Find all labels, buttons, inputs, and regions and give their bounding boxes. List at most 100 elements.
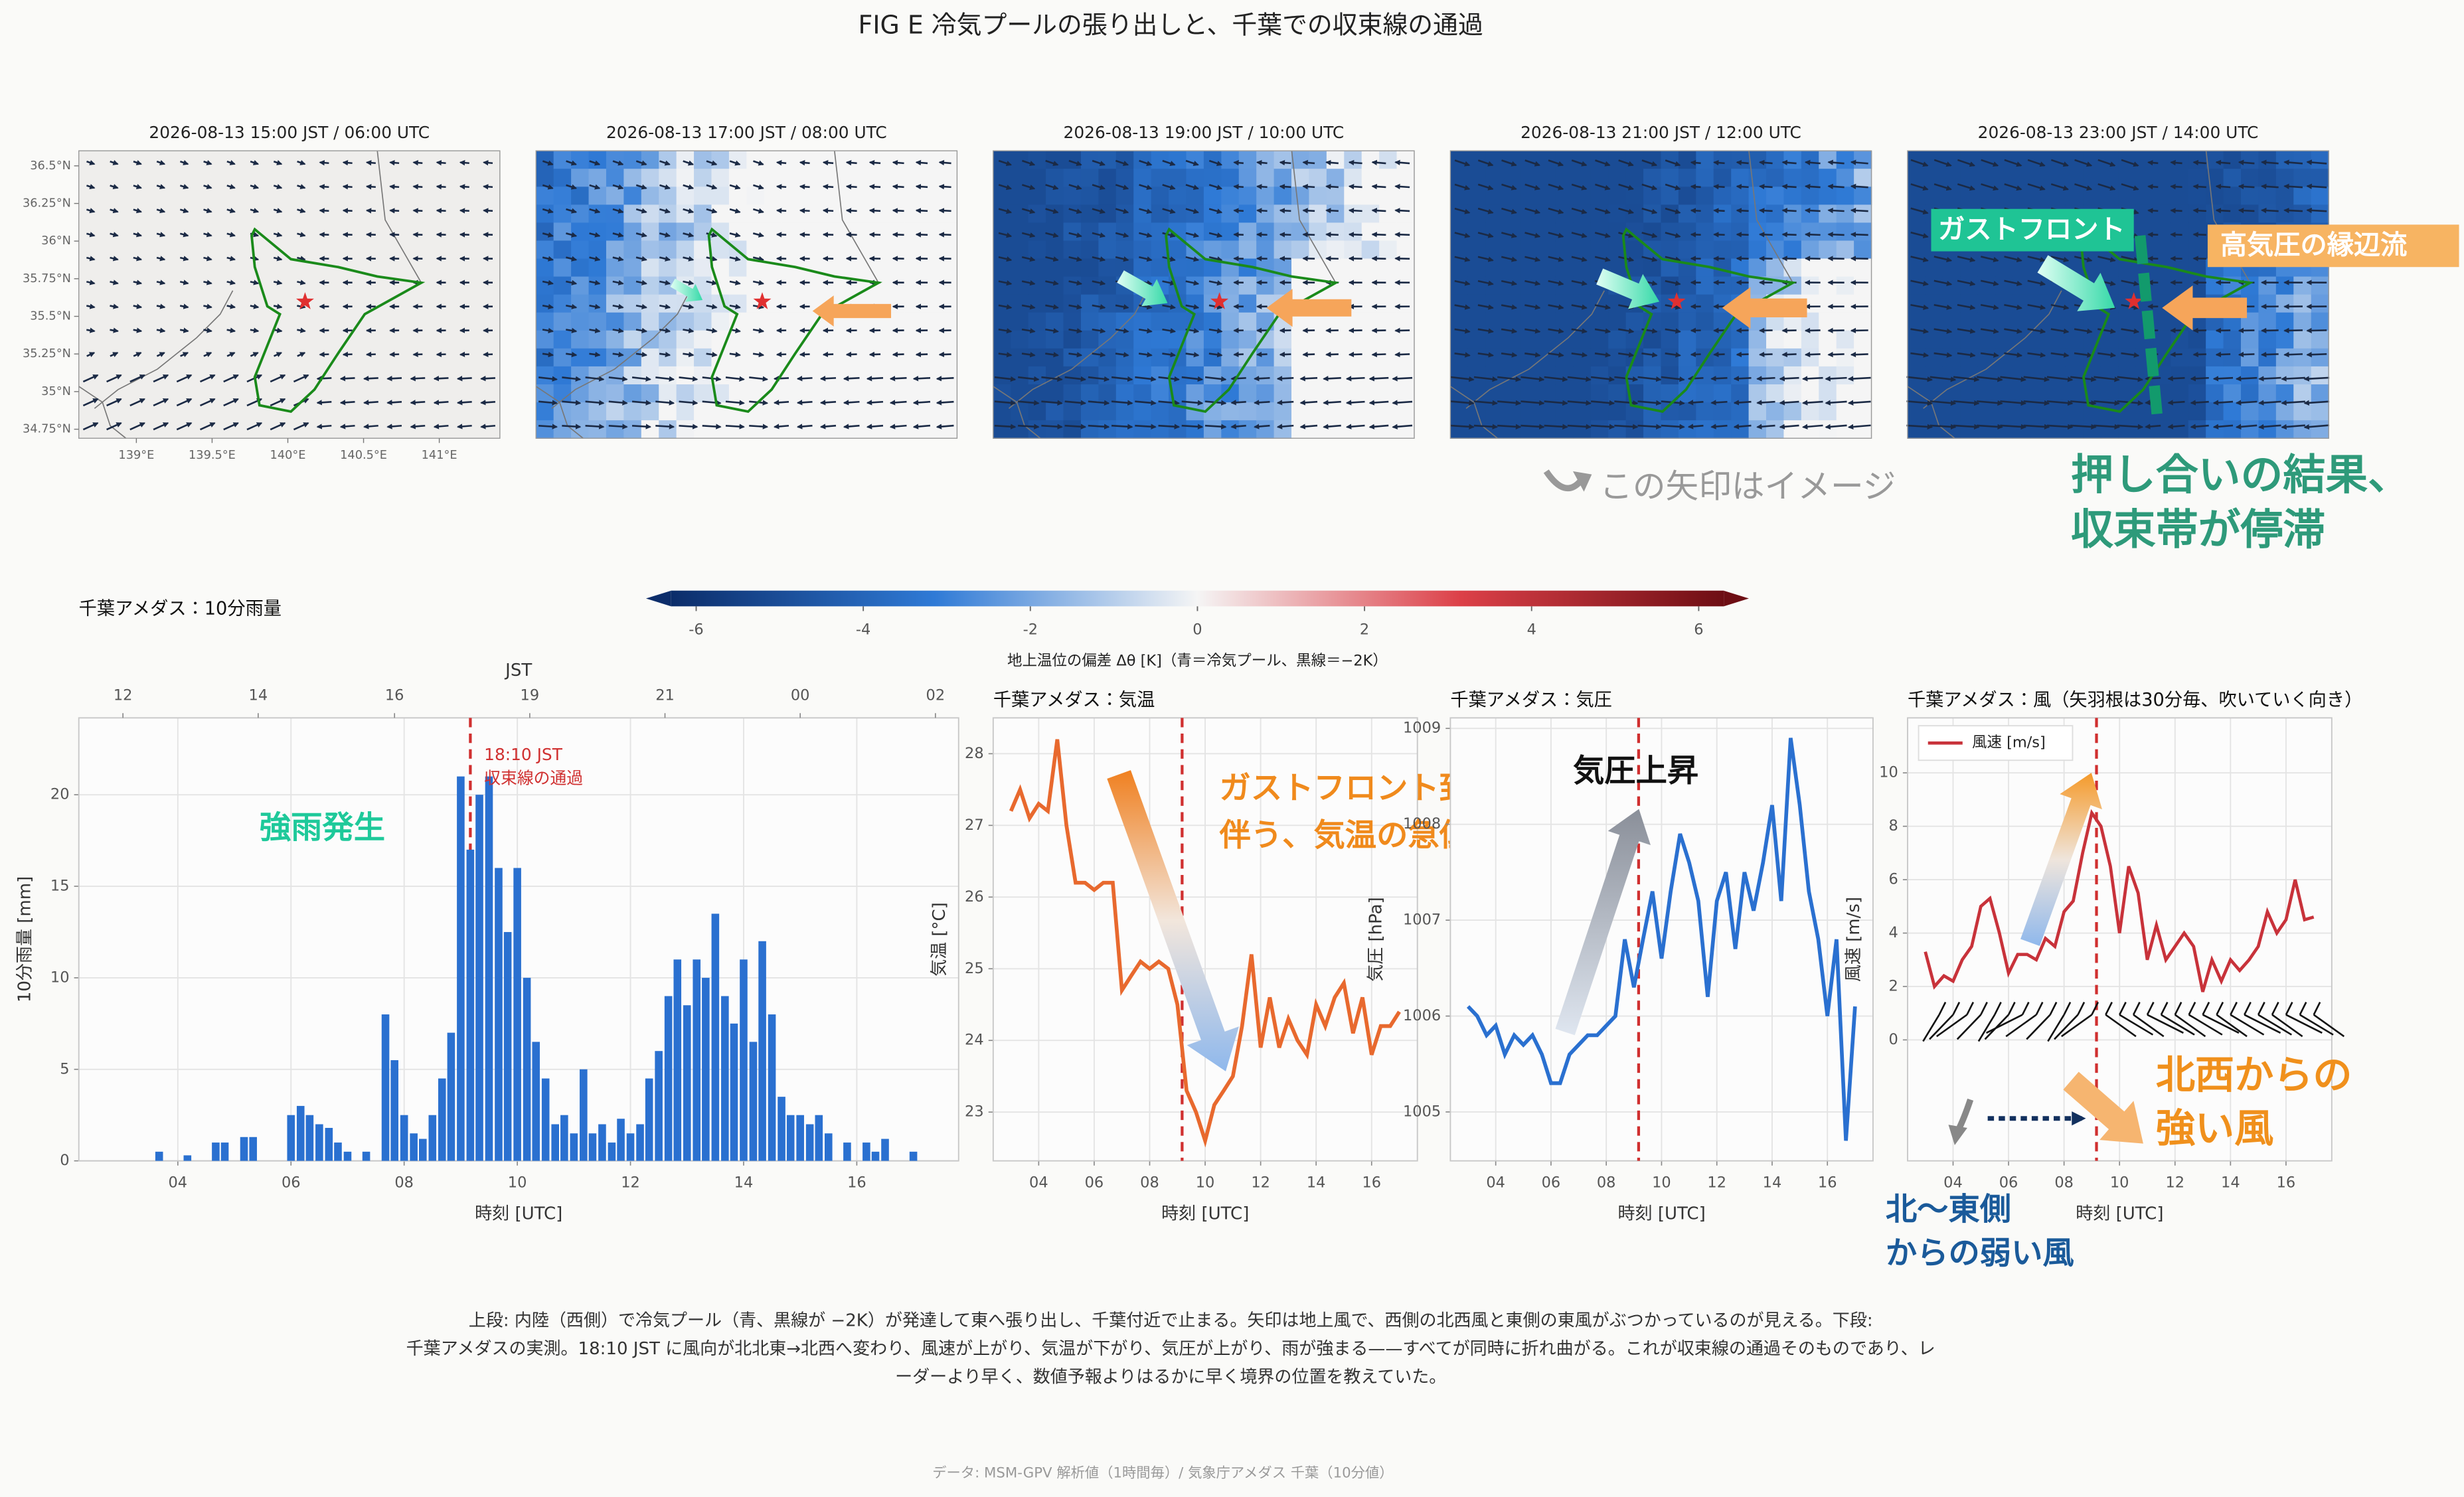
field-cell xyxy=(553,151,572,169)
wind-arrow xyxy=(1977,424,2003,430)
field-cell xyxy=(606,420,625,439)
wind-arrow xyxy=(631,376,651,382)
field-cell xyxy=(1503,384,1521,403)
field-cell xyxy=(2206,402,2224,421)
field-cell xyxy=(536,384,554,403)
field-cell xyxy=(2206,187,2224,206)
field-cell xyxy=(1925,187,1943,206)
wind-arrow xyxy=(1501,232,1517,238)
field-cell xyxy=(869,366,888,385)
wind-arrow xyxy=(1185,280,1200,286)
field-cell xyxy=(2258,402,2277,421)
wind-arrow xyxy=(1454,207,1471,214)
field-cell xyxy=(1361,187,1380,206)
annotation: からの弱い風 xyxy=(1886,1235,2074,1272)
wind-arrow xyxy=(2094,424,2120,430)
chart-title: 千葉アメダス：気圧 xyxy=(1450,690,1611,710)
y-tick-label: 26 xyxy=(965,888,984,906)
field-cell xyxy=(1819,330,1837,349)
annotation: 強い風 xyxy=(2156,1105,2273,1151)
field-cell xyxy=(817,330,835,349)
field-cell xyxy=(1836,366,1854,385)
field-cell xyxy=(1169,240,1187,260)
wind-arrow xyxy=(608,424,628,430)
wind-arrow xyxy=(1325,232,1339,238)
field-cell xyxy=(1046,312,1064,331)
field-cell xyxy=(623,402,642,421)
field-cell xyxy=(2223,348,2242,367)
field-cell xyxy=(1186,258,1204,277)
field-cell xyxy=(2293,187,2312,206)
wind-arrow xyxy=(1276,400,1294,406)
field-cell xyxy=(1678,312,1697,331)
map-y-tick-label: 36°N xyxy=(41,234,71,248)
wind-arrow xyxy=(1501,352,1518,358)
x-tick-label: 10 xyxy=(1196,1174,1215,1191)
field-cell xyxy=(799,402,817,421)
bar xyxy=(730,1023,738,1161)
wind-arrow xyxy=(542,232,554,238)
field-cell xyxy=(799,240,817,260)
wind-arrow xyxy=(156,256,166,262)
wind-arrow xyxy=(1477,183,1494,191)
wind-arrow xyxy=(1641,159,1658,167)
wind-arrow xyxy=(1021,256,1036,262)
field-cell xyxy=(1783,204,1802,224)
field-cell xyxy=(799,366,817,385)
field-cell xyxy=(588,348,607,367)
field-cell xyxy=(2241,402,2259,421)
field-cell xyxy=(623,240,642,260)
field-cell xyxy=(993,330,1011,349)
field-cell xyxy=(2153,187,2172,206)
field-cell xyxy=(1731,204,1750,224)
field-cell xyxy=(1450,402,1469,421)
field-cell xyxy=(922,240,940,260)
field-cell xyxy=(2012,384,2031,403)
wind-arrow xyxy=(297,232,306,238)
field-cell xyxy=(904,151,923,169)
wind-arrow xyxy=(1637,376,1662,382)
field-cell xyxy=(1555,169,1574,187)
field-cell xyxy=(1467,348,1486,367)
field-cell xyxy=(2206,366,2224,385)
field-cell xyxy=(2118,169,2137,187)
field-cell xyxy=(1238,276,1257,295)
wind-arrow xyxy=(1473,400,1498,406)
field-cell xyxy=(799,348,817,367)
field-cell xyxy=(1273,187,1292,206)
wind-arrow xyxy=(659,232,671,238)
field-cell xyxy=(1590,312,1609,331)
field-cell xyxy=(2258,187,2277,206)
field-cell xyxy=(1133,222,1152,242)
wind-arrow xyxy=(1454,304,1471,310)
wind-arrow xyxy=(1208,352,1223,358)
wind-arrow xyxy=(635,279,647,285)
field-cell xyxy=(1485,169,1504,187)
wind-arrow xyxy=(2023,376,2050,382)
wind-arrow xyxy=(2145,424,2161,430)
map-panel xyxy=(1449,150,1872,439)
x-tick-label: 10 xyxy=(1652,1174,1671,1191)
field-cell xyxy=(2293,384,2312,403)
field-cell xyxy=(764,240,782,260)
field-cell xyxy=(1326,204,1345,224)
field-cell xyxy=(1291,204,1310,224)
field-cell xyxy=(1801,151,1819,169)
wind-arrow xyxy=(86,232,96,238)
field-cell xyxy=(851,348,870,367)
wind-arrow xyxy=(1018,400,1040,406)
field-cell xyxy=(2153,312,2172,331)
field-cell xyxy=(1678,151,1697,169)
field-cell xyxy=(1625,151,1644,169)
field-cell xyxy=(869,169,888,187)
field-cell xyxy=(1977,276,1996,295)
field-cell xyxy=(1925,366,1943,385)
wind-arrow xyxy=(1477,279,1494,286)
wind-arrow xyxy=(612,351,624,358)
wind-arrow xyxy=(1548,279,1564,286)
field-cell xyxy=(2188,187,2206,206)
wind-arrow xyxy=(659,184,671,190)
field-cell xyxy=(1713,366,1732,385)
field-cell xyxy=(1678,187,1697,206)
field-cell xyxy=(1678,348,1697,367)
